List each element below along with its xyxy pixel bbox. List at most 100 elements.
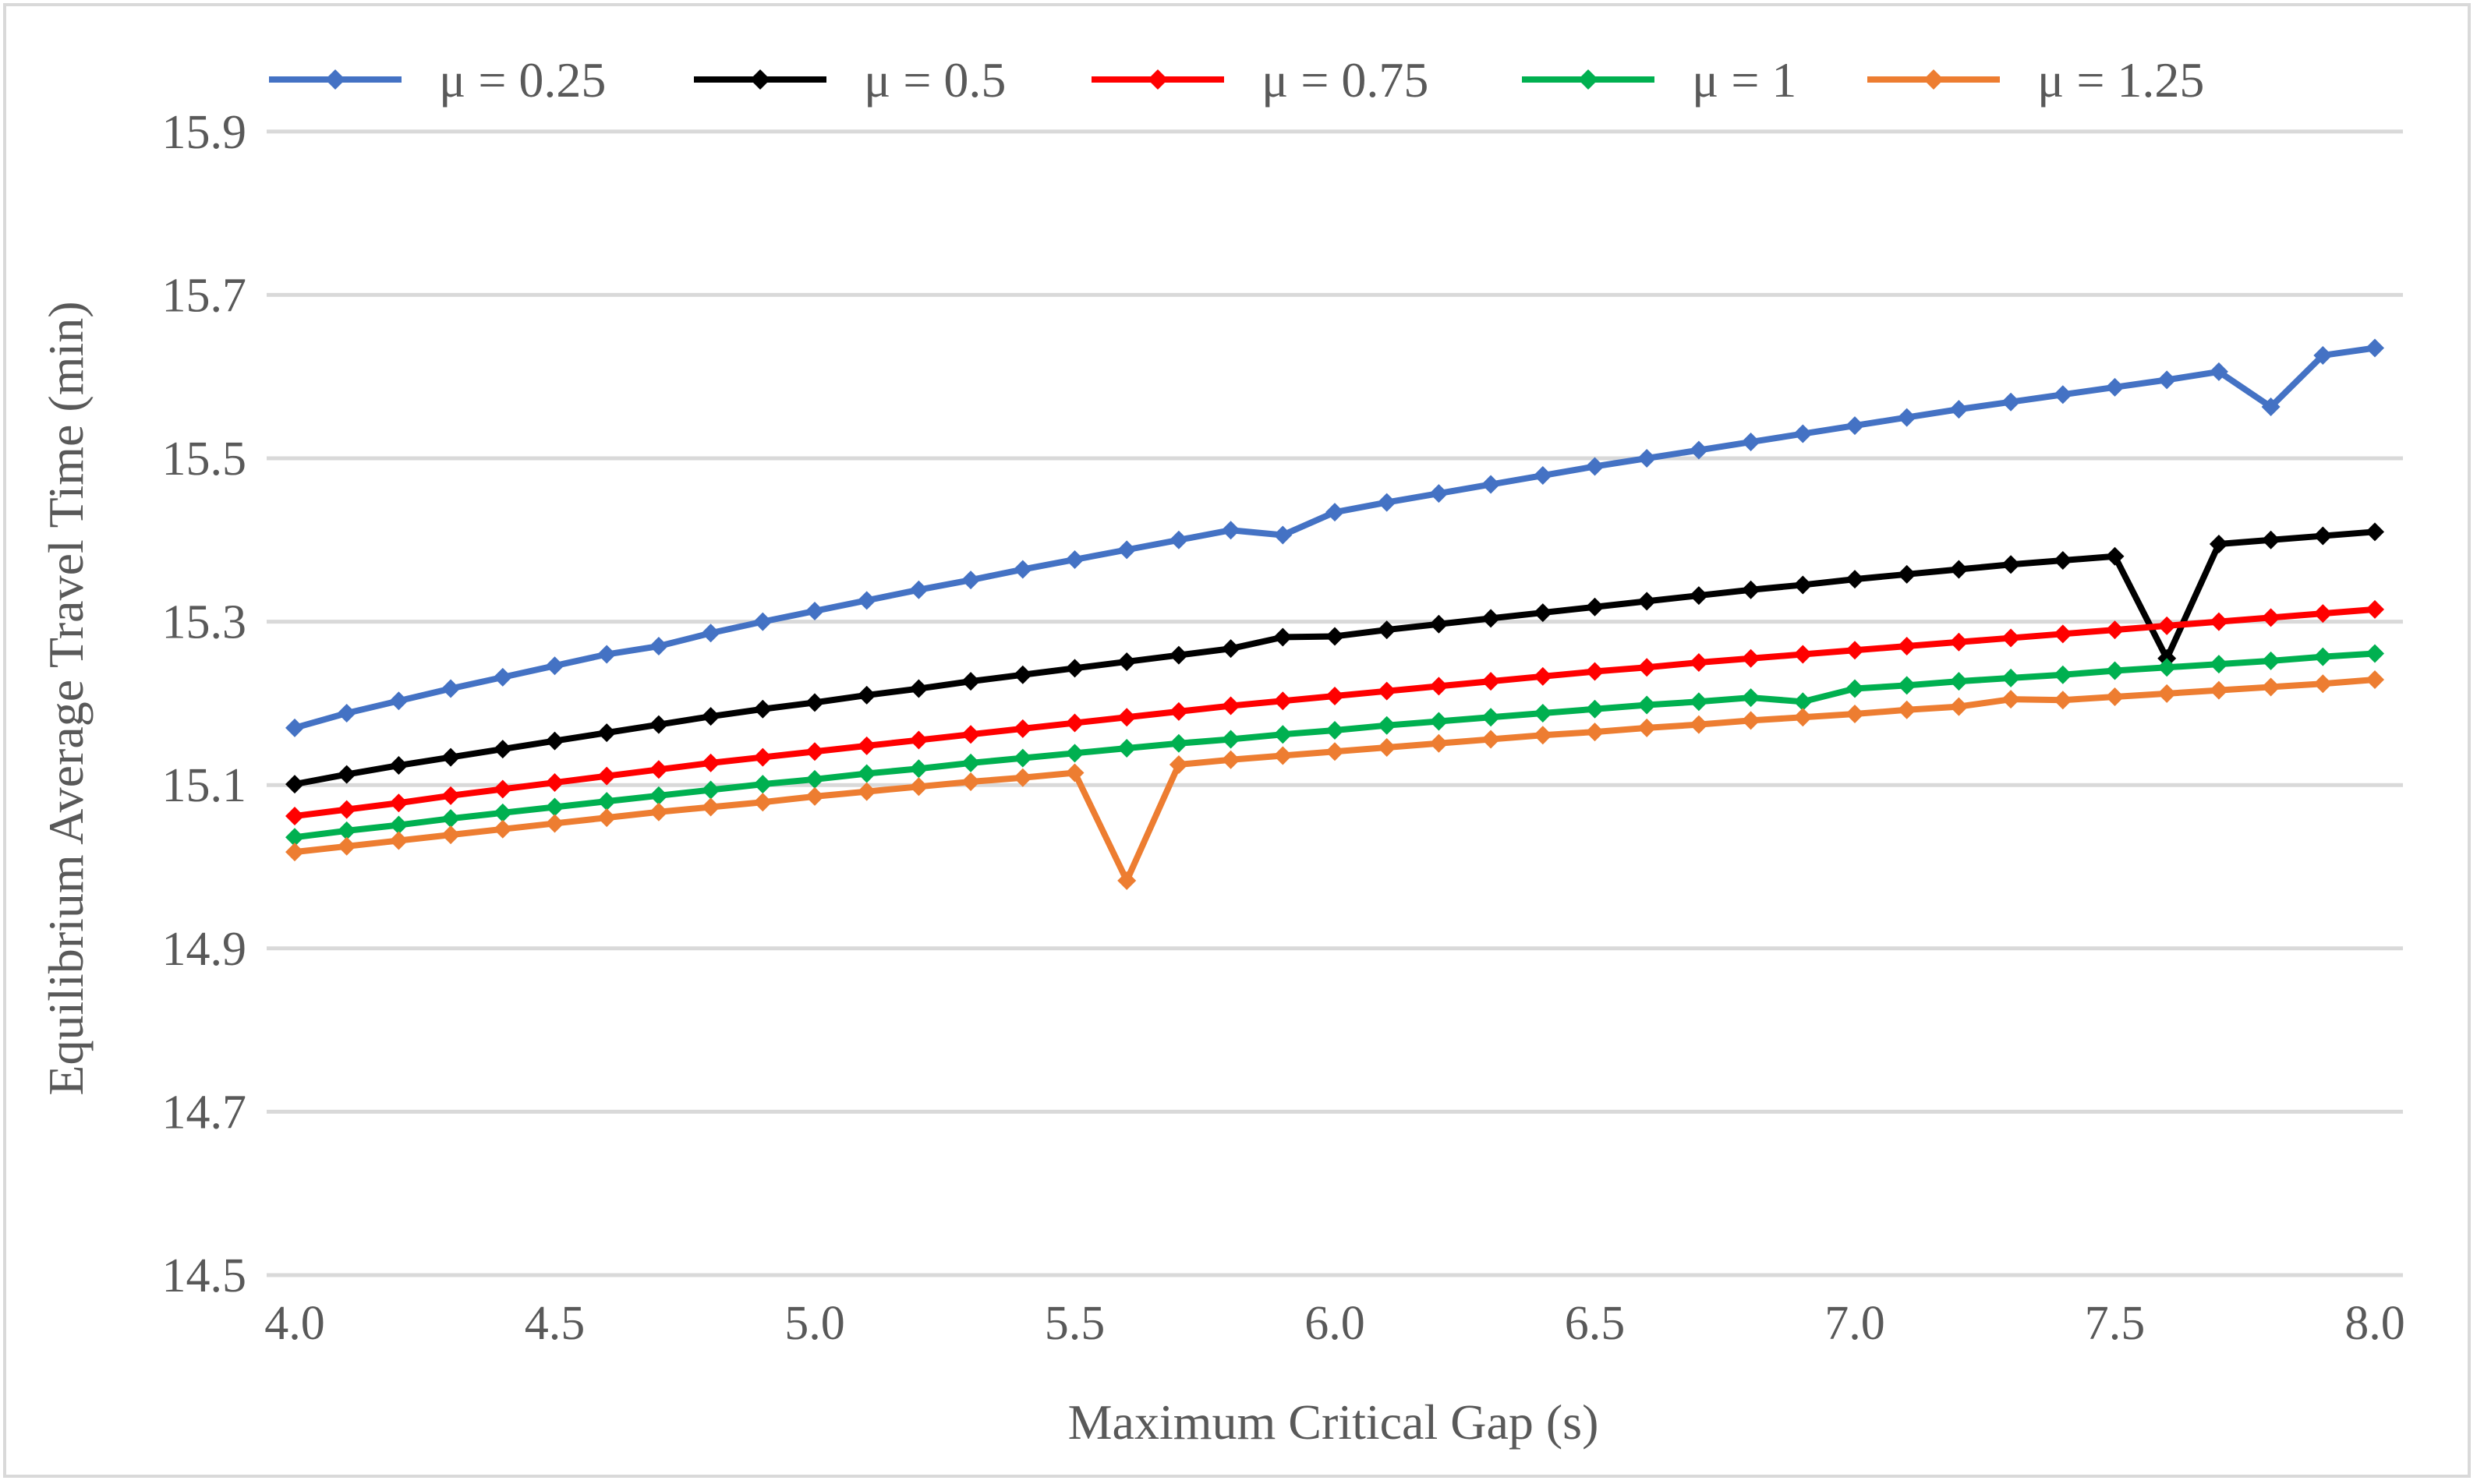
data-point	[441, 825, 461, 845]
series-0	[285, 338, 2384, 737]
data-point	[441, 747, 461, 767]
data-point	[1689, 715, 1708, 734]
data-point	[545, 731, 564, 751]
legend-label: μ = 0.25	[439, 52, 606, 108]
data-point	[1013, 768, 1032, 787]
data-point	[493, 779, 512, 799]
data-point	[1325, 627, 1344, 646]
data-point	[597, 792, 617, 811]
legend-label: μ = 1	[1692, 52, 1796, 108]
data-point	[909, 679, 929, 698]
data-point	[1221, 521, 1240, 540]
data-point	[389, 831, 409, 850]
data-point	[1273, 725, 1293, 744]
data-point	[1013, 665, 1032, 684]
data-point	[1949, 672, 1969, 691]
data-point	[1585, 662, 1605, 681]
data-point	[1429, 677, 1449, 696]
data-point	[285, 828, 304, 847]
data-point	[441, 679, 461, 698]
x-tick-label: 4.5	[525, 1297, 586, 1350]
data-point	[2053, 624, 2072, 644]
data-point	[2261, 677, 2281, 697]
data-point	[1481, 609, 1501, 628]
legend-label: μ = 0.75	[1262, 52, 1428, 108]
data-point	[1117, 540, 1137, 560]
y-tick-label: 15.7	[162, 269, 247, 322]
data-point	[2313, 604, 2333, 624]
data-point	[1741, 688, 1760, 708]
legend-swatch-marker	[1578, 69, 1598, 90]
data-point	[2261, 608, 2281, 627]
data-point	[2366, 599, 2384, 619]
data-point	[337, 703, 356, 723]
y-tick-label: 15.3	[162, 596, 247, 649]
legend: μ = 0.25 μ = 0.5 μ = 0.75 μ = 1 μ = 1.25	[269, 52, 2204, 108]
data-point	[1637, 718, 1657, 737]
data-point	[1065, 713, 1085, 733]
data-point	[1169, 755, 1188, 774]
data-point	[909, 580, 929, 599]
data-point	[285, 843, 304, 862]
y-tick-label: 14.7	[162, 1086, 247, 1139]
data-point	[1637, 695, 1657, 715]
data-point	[2053, 665, 2072, 684]
data-point	[1585, 457, 1605, 476]
x-tick-label: 5.0	[784, 1297, 845, 1350]
data-point	[1949, 560, 1969, 579]
x-tick-label: 7.0	[1824, 1297, 1885, 1350]
data-point	[961, 672, 981, 691]
data-point	[1793, 645, 1813, 664]
legend-label: μ = 0.5	[864, 52, 1006, 108]
data-point	[1377, 737, 1396, 757]
data-point	[649, 637, 668, 656]
data-point	[1741, 433, 1760, 452]
data-point	[1325, 503, 1344, 522]
data-point	[2105, 687, 2125, 707]
data-point	[1897, 700, 1916, 719]
data-point	[1169, 645, 1188, 665]
data-point	[2209, 362, 2228, 381]
data-point	[1481, 730, 1501, 749]
data-point	[1065, 659, 1085, 678]
data-point	[1637, 658, 1657, 677]
data-point	[2209, 535, 2228, 554]
data-point	[1013, 560, 1032, 579]
data-point	[337, 800, 356, 819]
data-point	[337, 821, 356, 840]
legend-label: μ = 1.25	[2037, 52, 2204, 108]
data-point	[753, 699, 773, 719]
data-point	[961, 725, 981, 744]
data-point	[649, 802, 668, 822]
data-point	[649, 715, 668, 734]
x-tick-label: 4.0	[264, 1297, 325, 1350]
data-point	[1637, 449, 1657, 468]
data-point	[2157, 616, 2177, 635]
data-point	[1169, 733, 1188, 753]
y-tick-label: 15.1	[162, 759, 247, 812]
data-point	[857, 736, 876, 755]
data-point	[1533, 726, 1552, 745]
data-point	[2366, 644, 2384, 663]
data-point	[2053, 691, 2072, 710]
data-point	[1689, 653, 1708, 672]
data-point	[2261, 397, 2281, 416]
data-point	[337, 765, 356, 784]
data-point	[545, 814, 564, 833]
data-point	[1533, 703, 1552, 723]
data-point	[1689, 440, 1708, 460]
data-point	[1533, 603, 1552, 623]
data-point	[753, 775, 773, 794]
data-point	[1377, 716, 1396, 735]
data-point	[1741, 580, 1760, 599]
data-point	[1273, 525, 1293, 545]
data-point	[1845, 679, 1864, 698]
data-point	[493, 819, 512, 839]
data-point	[1585, 699, 1605, 719]
data-point	[1221, 639, 1240, 659]
data-point	[857, 782, 876, 801]
data-point	[1897, 564, 1916, 584]
data-point	[1689, 586, 1708, 606]
data-point	[1117, 652, 1137, 671]
data-point	[1689, 692, 1708, 712]
